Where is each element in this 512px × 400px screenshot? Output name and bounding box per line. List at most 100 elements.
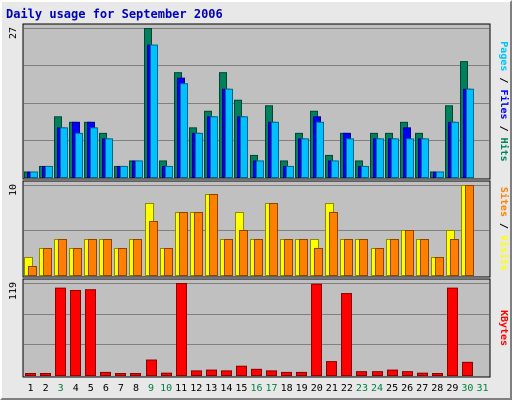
- bar-sites-day-28: [435, 257, 444, 276]
- bar-sites-day-20: [314, 248, 323, 276]
- x-tick-label-day-18: 18: [281, 383, 293, 394]
- bar-pages-day-14: [225, 88, 233, 178]
- bar-pages-day-9: [150, 44, 158, 178]
- bar-kbytes-day-11: [176, 283, 187, 376]
- bar-pages-day-15: [240, 116, 248, 178]
- bar-pages-day-27: [421, 138, 429, 179]
- bar-pages-day-11: [180, 83, 188, 178]
- x-tick-label-day-17: 17: [266, 383, 278, 394]
- x-tick-label-day-29: 29: [446, 383, 458, 394]
- bar-kbytes-day-5: [85, 289, 96, 376]
- bar-kbytes-day-25: [387, 369, 398, 376]
- panel-background: [22, 278, 491, 378]
- bar-kbytes-day-12: [191, 370, 202, 377]
- bar-pages-day-30: [466, 88, 474, 178]
- bar-kbytes-day-23: [356, 371, 367, 377]
- bar-sites-day-17: [269, 203, 278, 276]
- bar-pages-day-1: [30, 171, 38, 178]
- bar-sites-day-29: [450, 239, 459, 276]
- x-tick-label-day-6: 6: [103, 383, 109, 394]
- bar-sites-day-10: [164, 248, 173, 276]
- bar-sites-day-24: [375, 248, 384, 276]
- bar-sites-day-21: [329, 212, 338, 276]
- x-tick-label-day-31: 31: [476, 383, 488, 394]
- bar-kbytes-day-30: [462, 361, 473, 377]
- bar-sites-day-22: [344, 239, 353, 276]
- panel-max-label: 119: [8, 282, 19, 300]
- panel-side-label: Sites / Visits: [498, 187, 510, 271]
- panel-max-label: 10: [8, 184, 19, 196]
- side-label-kbytes: KBytes: [498, 310, 509, 346]
- bar-kbytes-day-21: [326, 361, 337, 377]
- bar-pages-day-16: [256, 160, 264, 178]
- bar-sites-day-12: [194, 212, 203, 276]
- bar-pages-day-26: [406, 138, 414, 179]
- side-label-separator: /: [498, 120, 509, 138]
- bar-pages-day-17: [271, 121, 279, 178]
- chart-title: Daily usage for September 2006: [6, 7, 223, 21]
- side-label-sites: Sites: [498, 187, 510, 217]
- bar-kbytes-day-8: [130, 373, 141, 376]
- bar-kbytes-day-20: [311, 283, 322, 376]
- x-tick-label-day-4: 4: [73, 383, 79, 394]
- x-tick-label-day-20: 20: [311, 383, 323, 394]
- x-tick-label-day-30: 30: [461, 383, 473, 394]
- side-label-files: Files: [498, 89, 510, 119]
- x-tick-label-day-8: 8: [133, 383, 139, 394]
- bar-kbytes-day-10: [161, 372, 172, 376]
- bar-kbytes-day-3: [55, 287, 66, 376]
- bar-sites-day-5: [88, 239, 97, 276]
- bar-pages-day-3: [60, 127, 68, 179]
- x-tick-label-day-13: 13: [205, 383, 217, 394]
- bar-pages-day-20: [316, 121, 324, 178]
- bar-pages-day-24: [376, 138, 384, 179]
- bar-sites-day-1: [28, 266, 37, 276]
- bar-pages-day-12: [195, 132, 203, 178]
- bar-kbytes-day-2: [40, 373, 51, 376]
- bar-kbytes-day-18: [281, 371, 292, 376]
- bar-pages-day-29: [451, 121, 459, 178]
- bar-kbytes-day-27: [417, 372, 428, 376]
- bar-pages-day-13: [210, 116, 218, 178]
- bar-sites-day-13: [209, 194, 218, 276]
- panel-side-label: Pages / Files / Hits: [498, 41, 510, 161]
- bar-kbytes-day-13: [206, 369, 217, 376]
- x-tick-label-day-9: 9: [148, 383, 154, 394]
- bar-kbytes-day-26: [402, 371, 413, 377]
- bar-pages-day-5: [90, 127, 98, 179]
- bar-pages-day-22: [346, 138, 354, 179]
- bar-pages-day-21: [331, 160, 339, 178]
- x-tick-label-day-26: 26: [401, 383, 413, 394]
- bar-sites-day-7: [118, 248, 127, 276]
- bar-kbytes-day-15: [236, 365, 247, 376]
- x-tick-label-day-16: 16: [250, 383, 262, 394]
- x-tick-label-day-21: 21: [326, 383, 338, 394]
- x-tick-label-day-11: 11: [175, 383, 187, 394]
- bar-kbytes-day-24: [372, 371, 383, 377]
- bar-kbytes-day-14: [221, 370, 232, 377]
- bar-kbytes-day-7: [115, 373, 126, 376]
- bar-sites-day-3: [58, 239, 67, 276]
- bar-sites-day-27: [420, 239, 429, 276]
- bar-sites-day-15: [239, 230, 248, 276]
- bar-pages-day-8: [135, 160, 143, 178]
- bar-kbytes-day-19: [296, 371, 307, 376]
- bar-sites-day-19: [299, 239, 308, 276]
- bar-sites-day-2: [43, 248, 52, 276]
- side-label-hits: Hits: [498, 138, 510, 162]
- x-tick-label-day-27: 27: [416, 383, 428, 394]
- side-label-pages: Pages: [498, 41, 509, 71]
- x-tick-label-day-25: 25: [386, 383, 398, 394]
- x-tick-label-day-14: 14: [220, 383, 232, 394]
- x-tick-label-day-23: 23: [356, 383, 368, 394]
- bar-pages-day-18: [286, 165, 294, 179]
- bar-pages-day-6: [105, 138, 113, 179]
- bar-kbytes-day-16: [251, 368, 262, 376]
- panel-side-label: KBytes: [498, 310, 509, 346]
- bar-kbytes-day-17: [266, 370, 277, 377]
- x-tick-label-day-3: 3: [58, 383, 64, 394]
- x-tick-label-day-24: 24: [371, 383, 383, 394]
- bar-sites-day-11: [179, 212, 188, 276]
- x-tick-label-day-7: 7: [118, 383, 124, 394]
- x-tick-label-day-28: 28: [431, 383, 443, 394]
